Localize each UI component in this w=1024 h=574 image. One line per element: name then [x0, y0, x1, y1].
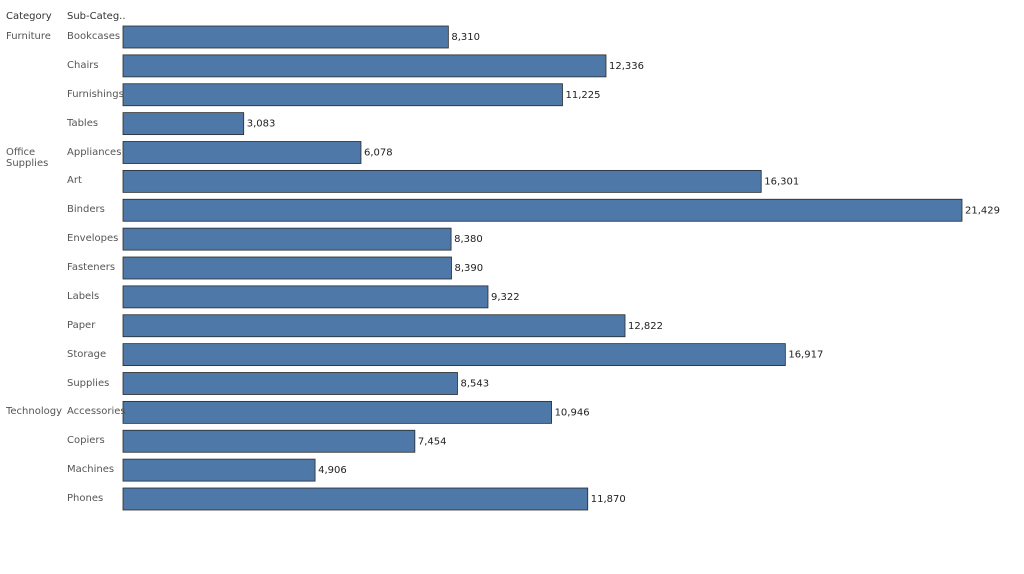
- category-label: Office Supplies: [6, 146, 49, 169]
- value-label: 21,429: [965, 205, 1000, 216]
- bar: [122, 198, 963, 222]
- value-label: 11,225: [565, 90, 600, 101]
- sub-category-label: Binders: [67, 204, 105, 216]
- bar: [122, 227, 452, 251]
- value-label: 8,390: [454, 263, 483, 274]
- sub-category-label: Fasteners: [67, 262, 116, 273]
- sub-category-label: Art: [67, 175, 82, 187]
- sub-category-label: Tables: [67, 117, 99, 129]
- value-label: 8,543: [460, 379, 489, 390]
- row-header: Category: [6, 11, 52, 22]
- bar: [122, 487, 589, 511]
- bar: [122, 343, 786, 367]
- sub-category-label: Appliances: [67, 146, 122, 158]
- sub-category-label: Labels: [67, 290, 100, 302]
- value-label: 3,083: [247, 119, 276, 130]
- bar: [122, 372, 458, 395]
- bar: [122, 25, 449, 49]
- sub-category-label: Storage: [67, 348, 107, 360]
- value-label: 7,454: [418, 436, 447, 447]
- bar: [122, 458, 316, 482]
- sub-category-label: Supplies: [67, 377, 110, 389]
- bar: [122, 141, 362, 164]
- value-label: 12,822: [628, 321, 663, 332]
- bar: [122, 314, 626, 338]
- value-label: 16,917: [788, 350, 823, 361]
- sub-category-label: Furnishings: [67, 88, 124, 100]
- bar: [122, 400, 552, 424]
- sub-category-label: Bookcases: [67, 31, 121, 42]
- value-label: 9,322: [491, 292, 520, 303]
- sub-category-label: Phones: [67, 493, 104, 504]
- bar: [122, 54, 607, 78]
- value-label: 8,310: [451, 32, 480, 43]
- bar: [122, 285, 489, 309]
- bar: [122, 169, 762, 193]
- row-header: Sub-Categ..: [67, 11, 126, 22]
- value-label: 16,301: [764, 176, 799, 187]
- value-label: 10,946: [555, 407, 590, 418]
- bar: [122, 83, 563, 107]
- bar: [122, 256, 452, 280]
- category-label: Furniture: [6, 31, 51, 42]
- value-label: 6,078: [364, 148, 393, 159]
- value-label: 12,336: [609, 61, 644, 72]
- category-label: Technology: [6, 406, 63, 418]
- sub-category-label: Envelopes: [67, 233, 119, 245]
- sub-category-label: Paper: [67, 319, 96, 331]
- value-label: 8,380: [454, 234, 483, 245]
- sub-category-label: Machines: [67, 464, 115, 476]
- value-label: 11,870: [591, 494, 626, 505]
- bar: [122, 112, 245, 136]
- sub-category-label: Chairs: [67, 59, 99, 71]
- value-label: 4,906: [318, 465, 347, 476]
- bar: [122, 429, 416, 453]
- sub-category-label: Accessories: [67, 406, 126, 418]
- sub-category-label: Copiers: [67, 435, 105, 447]
